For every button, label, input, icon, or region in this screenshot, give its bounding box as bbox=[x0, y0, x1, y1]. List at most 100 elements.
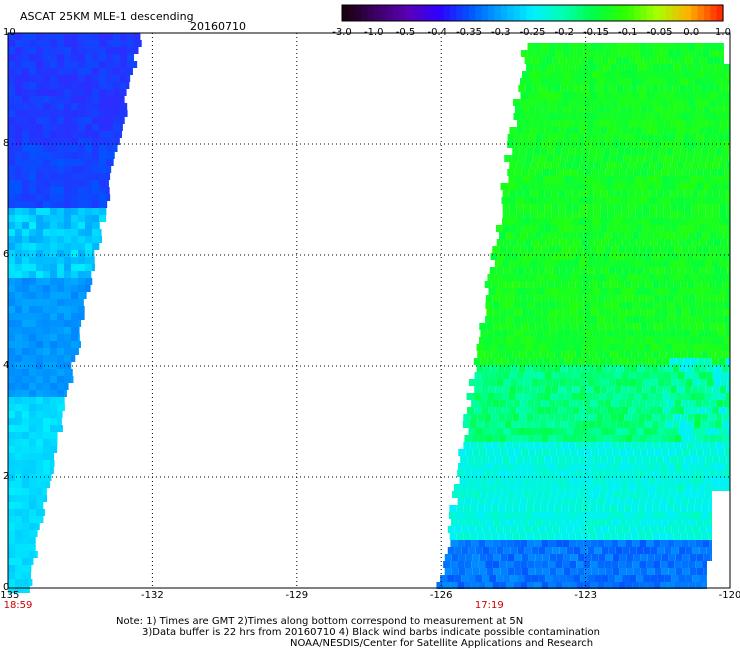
east-swath-cell bbox=[683, 260, 691, 267]
east-swath-cell bbox=[591, 337, 599, 344]
east-swath-cell bbox=[621, 484, 629, 491]
east-swath-cell bbox=[499, 540, 507, 547]
east-swath-cell bbox=[502, 190, 510, 197]
east-swath-cell bbox=[691, 162, 699, 169]
east-swath-cell bbox=[489, 379, 497, 386]
east-swath-cell bbox=[693, 365, 701, 372]
east-swath-cell bbox=[607, 211, 615, 218]
east-swath-cell bbox=[597, 561, 605, 568]
east-swath-cell bbox=[580, 428, 588, 435]
west-swath-cell bbox=[57, 432, 58, 439]
east-swath-cell bbox=[616, 365, 624, 372]
east-swath-cell bbox=[543, 393, 551, 400]
east-swath-cell bbox=[678, 575, 686, 582]
east-swath-cell bbox=[597, 99, 605, 106]
east-swath-cell bbox=[643, 57, 651, 64]
west-swath-cell bbox=[64, 166, 71, 173]
east-swath-cell bbox=[712, 456, 720, 463]
east-swath-cell bbox=[571, 274, 579, 281]
east-swath-cell bbox=[471, 463, 479, 470]
west-swath-cell bbox=[29, 320, 36, 327]
west-swath-cell bbox=[36, 292, 43, 299]
east-swath-cell bbox=[634, 176, 642, 183]
east-swath-cell bbox=[524, 547, 532, 554]
colorbar-tick-label: -0.2 bbox=[554, 27, 575, 38]
east-swath-cell bbox=[492, 246, 500, 253]
west-swath-cell bbox=[8, 474, 15, 481]
east-swath-cell bbox=[576, 463, 584, 470]
east-swath-cell bbox=[539, 85, 547, 92]
east-swath-cell bbox=[532, 421, 540, 428]
east-swath-cell bbox=[513, 295, 521, 302]
east-swath-cell bbox=[549, 134, 557, 141]
east-swath-cell bbox=[478, 470, 486, 477]
east-swath-cell bbox=[668, 449, 676, 456]
east-swath-cell bbox=[596, 78, 604, 85]
east-swath-cell bbox=[711, 491, 712, 498]
east-swath-cell bbox=[681, 50, 689, 57]
east-swath-cell bbox=[513, 246, 521, 253]
east-swath-cell bbox=[502, 456, 510, 463]
east-swath-cell bbox=[678, 428, 686, 435]
east-swath-cell bbox=[644, 344, 652, 351]
east-swath-cell bbox=[592, 274, 600, 281]
colorbar-segment bbox=[653, 5, 661, 21]
east-swath-cell bbox=[653, 540, 661, 547]
west-swath-cell bbox=[57, 131, 64, 138]
east-swath-cell bbox=[485, 561, 493, 568]
east-swath-cell bbox=[632, 232, 640, 239]
east-swath-cell bbox=[684, 225, 692, 232]
west-swath-cell bbox=[29, 124, 36, 131]
east-swath-cell bbox=[614, 456, 622, 463]
west-swath-cell bbox=[85, 124, 92, 131]
east-swath-cell bbox=[605, 337, 613, 344]
east-swath-cell bbox=[599, 491, 607, 498]
west-swath-cell bbox=[78, 327, 80, 334]
east-swath-cell bbox=[532, 253, 540, 260]
east-swath-cell bbox=[619, 71, 627, 78]
east-swath-cell bbox=[597, 43, 605, 50]
east-swath-cell bbox=[659, 512, 667, 519]
west-swath-cell bbox=[15, 551, 22, 558]
west-swath-cell bbox=[113, 89, 120, 96]
west-swath-cell bbox=[113, 61, 120, 68]
east-swath-cell bbox=[666, 148, 674, 155]
east-swath-cell bbox=[554, 533, 562, 540]
west-swath-cell bbox=[36, 278, 43, 285]
east-swath-cell bbox=[606, 491, 614, 498]
west-swath-cell bbox=[64, 369, 71, 376]
west-swath-cell bbox=[15, 334, 22, 341]
east-swath-cell bbox=[613, 477, 621, 484]
east-swath-cell bbox=[645, 148, 653, 155]
east-swath-cell bbox=[644, 155, 652, 162]
west-swath-cell bbox=[50, 117, 57, 124]
east-swath-cell bbox=[547, 505, 555, 512]
east-swath-cell bbox=[608, 120, 616, 127]
east-swath-cell bbox=[705, 127, 713, 134]
west-swath-cell bbox=[8, 404, 15, 411]
west-swath-cell bbox=[15, 264, 22, 271]
east-swath-cell bbox=[494, 393, 502, 400]
west-swath-cell bbox=[71, 187, 78, 194]
east-swath-cell bbox=[545, 428, 553, 435]
west-swath-cell bbox=[15, 33, 22, 40]
west-swath-cell bbox=[8, 47, 15, 54]
east-swath-cell bbox=[537, 225, 545, 232]
east-swath-cell bbox=[664, 120, 672, 127]
east-swath-cell bbox=[490, 344, 498, 351]
east-swath-cell bbox=[481, 407, 489, 414]
east-swath-cell bbox=[655, 274, 663, 281]
east-swath-cell bbox=[680, 442, 688, 449]
east-swath-cell bbox=[568, 533, 576, 540]
east-swath-cell bbox=[559, 379, 567, 386]
east-swath-cell bbox=[583, 295, 591, 302]
east-swath-cell bbox=[580, 267, 588, 274]
west-swath-cell bbox=[50, 124, 57, 131]
east-swath-cell bbox=[577, 519, 585, 526]
east-swath-cell bbox=[656, 372, 664, 379]
east-swath-cell bbox=[512, 148, 520, 155]
east-swath-cell bbox=[519, 351, 527, 358]
east-swath-cell bbox=[506, 463, 514, 470]
east-swath-cell bbox=[494, 274, 502, 281]
east-swath-cell bbox=[572, 225, 580, 232]
